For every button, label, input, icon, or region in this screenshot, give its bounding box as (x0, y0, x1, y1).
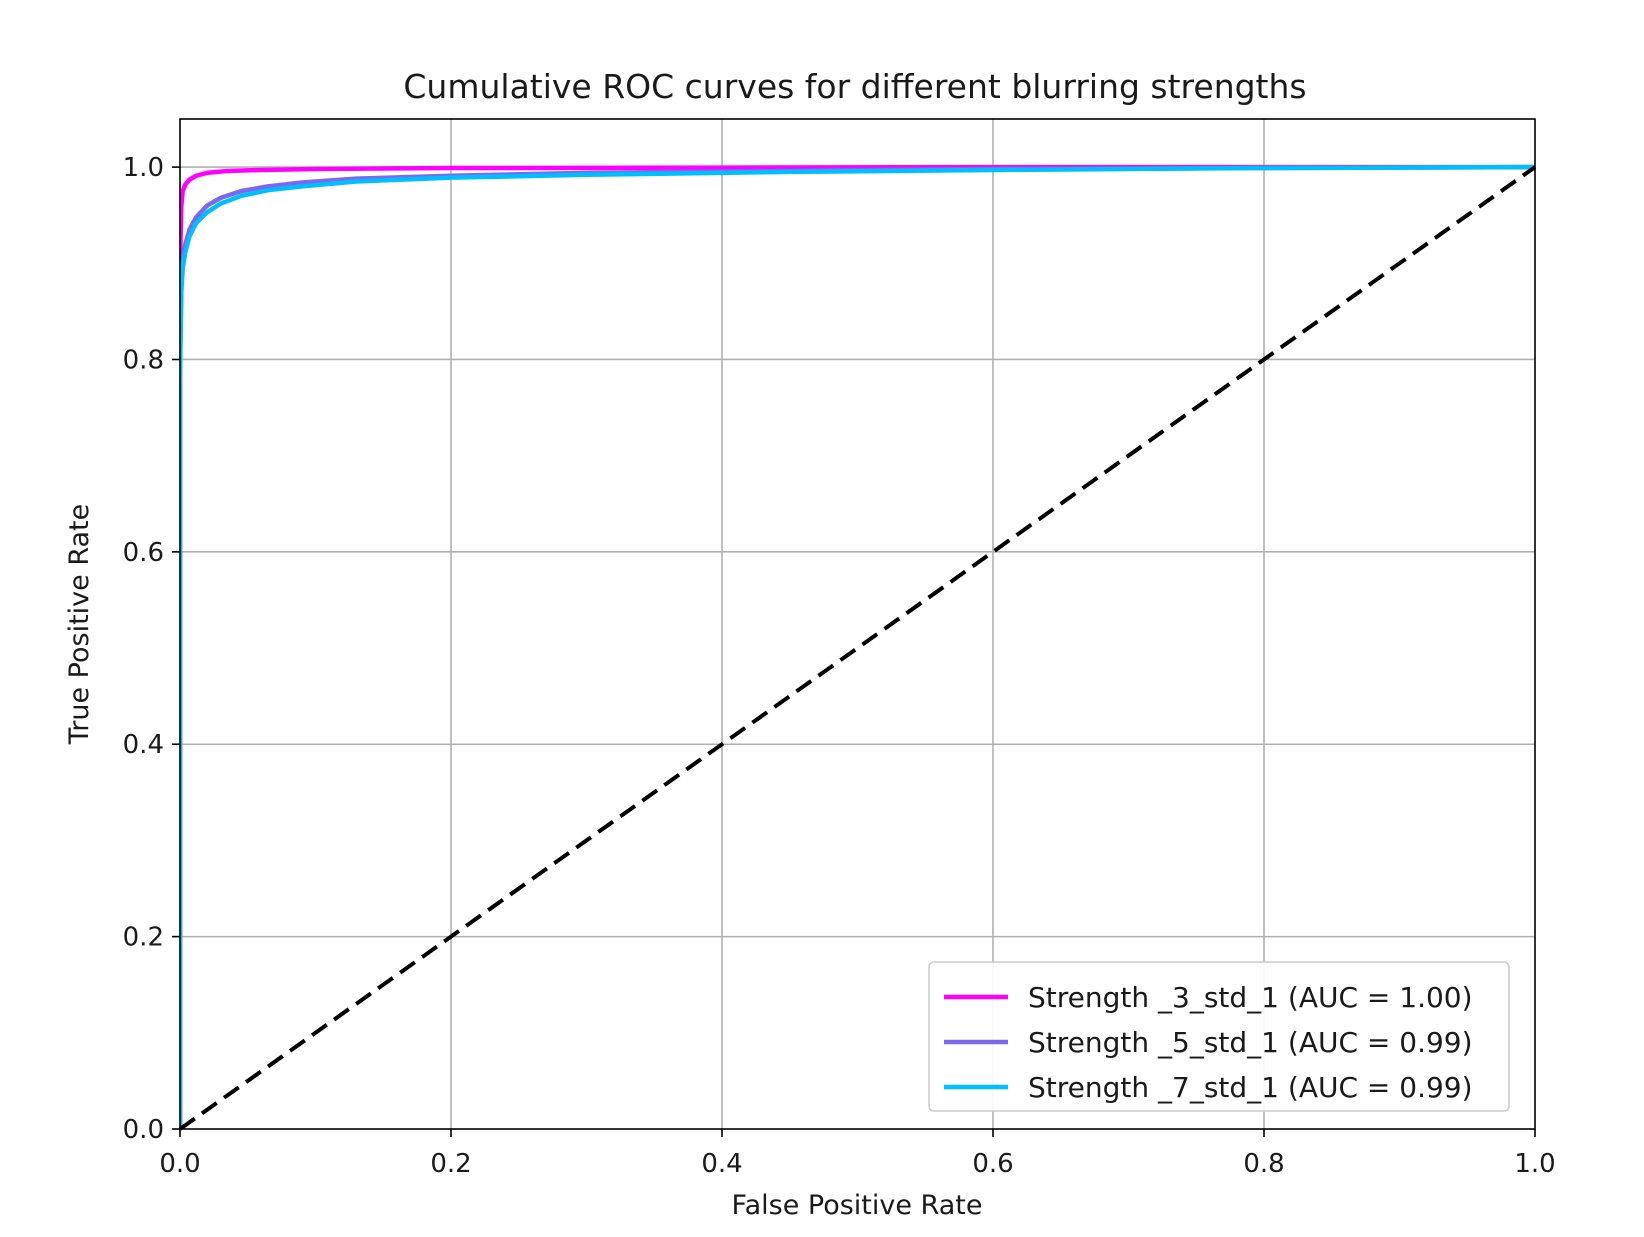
ticks: 0.0 0.2 0.4 0.6 0.8 1.0 0.0 0.2 0.4 0.6 0.8 1.0 (123, 153, 1556, 1179)
legend-label-3: Strength _7_std_1 (AUC = 0.99) (1028, 1071, 1473, 1104)
chart-title: Cumulative ROC curves for different blur… (403, 67, 1306, 106)
plot-area (178, 164, 1537, 1131)
x-tick-label: 0.2 (430, 1149, 471, 1179)
y-tick-label: 0.2 (123, 923, 164, 953)
x-tick-label: 0.4 (701, 1149, 742, 1179)
y-tick-label: 0.4 (123, 730, 164, 760)
roc-series-line-1 (180, 164, 1535, 1129)
legend-label-2: Strength _5_std_1 (AUC = 0.99) (1028, 1026, 1473, 1059)
y-tick-label: 0.6 (123, 538, 164, 568)
x-tick-label: 0.6 (972, 1149, 1013, 1179)
axes-frame (179, 118, 1536, 1130)
y-axis-label: True Positive Rate (64, 504, 95, 746)
legend-box (928, 961, 1510, 1112)
legend-label-1: Strength _3_std_1 (AUC = 1.00) (1028, 981, 1473, 1014)
y-tick-label: 1.0 (123, 153, 164, 183)
x-tick-label: 0.8 (1243, 1149, 1284, 1179)
y-tick-label: 0.8 (123, 345, 164, 375)
x-axis-label: False Positive Rate (732, 1190, 983, 1221)
chance-diagonal-line (178, 165, 1537, 1131)
x-tick-label: 0.0 (159, 1149, 200, 1179)
y-tick-label: 0.0 (123, 1115, 164, 1145)
roc-series-line-3 (180, 164, 1535, 1129)
legend: Strength _3_std_1 (AUC = 1.00) Strength _… (928, 961, 1510, 1112)
x-tick-label: 1.0 (1514, 1149, 1555, 1179)
